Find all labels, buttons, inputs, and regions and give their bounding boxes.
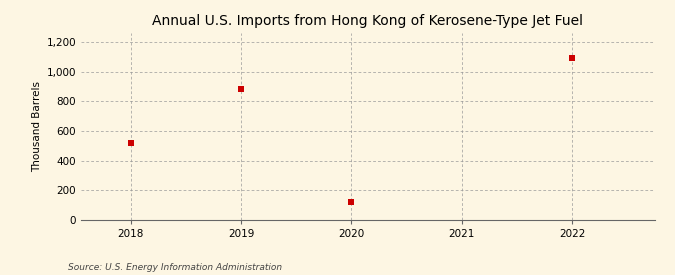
Text: Source: U.S. Energy Information Administration: Source: U.S. Energy Information Administ… xyxy=(68,263,281,272)
Point xyxy=(126,141,136,145)
Title: Annual U.S. Imports from Hong Kong of Kerosene-Type Jet Fuel: Annual U.S. Imports from Hong Kong of Ke… xyxy=(153,14,583,28)
Point xyxy=(236,87,246,92)
Point xyxy=(566,56,577,60)
Point xyxy=(346,200,356,204)
Y-axis label: Thousand Barrels: Thousand Barrels xyxy=(32,81,43,172)
